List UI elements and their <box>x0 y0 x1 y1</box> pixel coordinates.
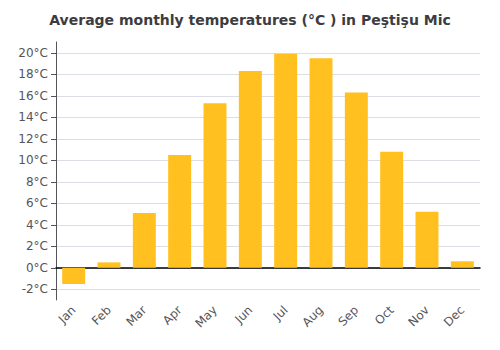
svg-text:Jul: Jul <box>270 303 291 324</box>
svg-text:Oct: Oct <box>372 303 397 328</box>
svg-text:Apr: Apr <box>160 303 185 328</box>
svg-text:Jan: Jan <box>55 303 79 327</box>
svg-text:May: May <box>193 303 220 330</box>
svg-text:Nov: Nov <box>406 303 432 329</box>
svg-text:6°C: 6°C <box>26 196 48 210</box>
svg-text:8°C: 8°C <box>26 175 48 189</box>
svg-text:2°C: 2°C <box>26 239 48 253</box>
svg-text:Sep: Sep <box>335 303 361 329</box>
svg-text:Dec: Dec <box>441 303 467 329</box>
svg-text:Feb: Feb <box>89 303 114 328</box>
svg-text:Aug: Aug <box>299 303 325 329</box>
svg-text:16°C: 16°C <box>18 89 48 103</box>
svg-text:12°C: 12°C <box>18 132 48 146</box>
svg-text:10°C: 10°C <box>18 153 48 167</box>
svg-text:Jun: Jun <box>231 303 255 327</box>
svg-text:Mar: Mar <box>123 303 149 329</box>
svg-text:18°C: 18°C <box>18 67 48 81</box>
svg-text:14°C: 14°C <box>18 110 48 124</box>
svg-text:4°C: 4°C <box>26 218 48 232</box>
svg-text:0°C: 0°C <box>26 261 48 275</box>
svg-text:Average monthly temperatures (: Average monthly temperatures (°C ) in Pe… <box>49 12 450 28</box>
svg-text:20°C: 20°C <box>18 46 48 60</box>
svg-text:-2°C: -2°C <box>22 282 48 296</box>
